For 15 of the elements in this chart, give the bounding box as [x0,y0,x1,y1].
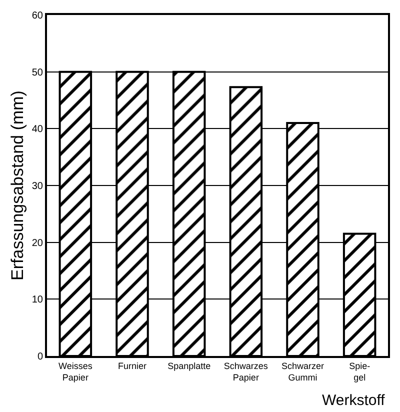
y-tick-label: 10 [32,294,44,306]
y-tick-label: 40 [32,124,44,136]
x-tick-label: Schwarzer Gummi [281,360,324,382]
y-tick-label: 20 [32,238,44,249]
y-tick-label: 50 [32,67,44,78]
x-tick-label: Weisses Papier [58,360,93,382]
x-tick-label: Furnier [118,360,147,371]
y-axis-title: Erfassungsabstand (mm) [8,90,27,280]
x-axis-title: Werkstoff [322,392,386,409]
x-tick-label: Schwarzes Papier [224,360,268,382]
y-tick-label: 60 [32,10,44,22]
x-tick-label: Spie- gel [349,360,370,382]
y-tick-label: 0 [37,352,44,362]
y-tick-label: 30 [32,181,44,192]
x-tick-label: Spanplatte [168,360,211,371]
